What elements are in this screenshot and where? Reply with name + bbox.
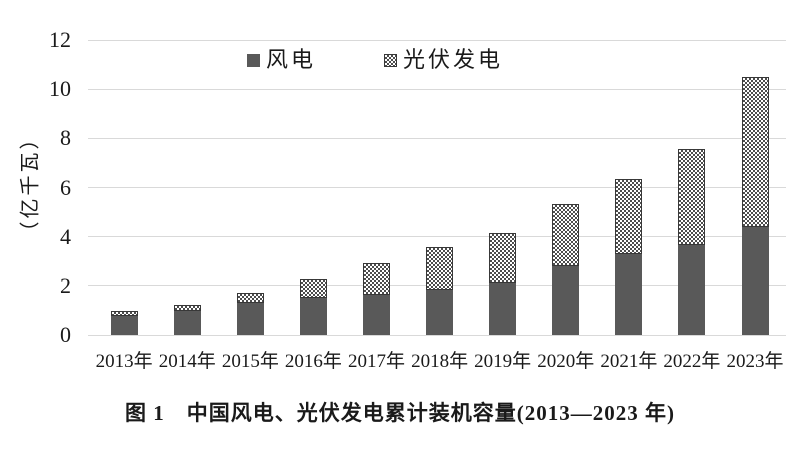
wind-bar-segment xyxy=(110,316,138,335)
y-tick-label: 8 xyxy=(60,125,71,151)
wind-bar-segment xyxy=(741,226,769,335)
solar-bar-segment xyxy=(236,292,264,304)
y-tick-label: 4 xyxy=(60,223,71,249)
y-tick-label: 0 xyxy=(60,322,71,347)
gridline xyxy=(88,39,786,41)
gridline xyxy=(88,137,786,139)
wind-bar-segment xyxy=(552,265,580,335)
gridline xyxy=(88,88,786,90)
legend-item-solar: 光伏发电 xyxy=(384,47,503,73)
solar-legend-label: 光伏发电 xyxy=(403,47,504,72)
x-tick-label: 2021年 xyxy=(600,351,658,372)
gridline xyxy=(88,187,786,188)
wind-bar-segment xyxy=(489,283,517,335)
x-tick-label: 2013年 xyxy=(95,351,153,372)
wind-bar-segment xyxy=(299,298,327,335)
wind-bar-segment xyxy=(678,245,706,335)
solar-bar-segment xyxy=(489,233,517,284)
gridline xyxy=(88,236,786,238)
solar-bar-segment xyxy=(741,76,769,227)
x-tick-label: 2022年 xyxy=(663,351,721,372)
x-tick-label: 2020年 xyxy=(537,351,595,372)
wind-legend-label: 风电 xyxy=(266,47,317,72)
solar-bar-segment xyxy=(299,279,327,299)
x-tick-label: 2014年 xyxy=(158,351,216,372)
wind-swatch-icon xyxy=(247,53,260,67)
solar-bar-segment xyxy=(426,246,454,290)
solar-swatch-icon xyxy=(384,53,398,67)
gridline xyxy=(88,334,786,336)
solar-bar-segment xyxy=(678,148,706,246)
solar-bar-segment xyxy=(615,179,643,255)
solar-bar-segment xyxy=(363,262,391,295)
x-tick-label: 2017年 xyxy=(348,351,406,372)
y-tick-label: 12 xyxy=(49,27,71,52)
x-tick-label: 2018年 xyxy=(411,351,469,372)
x-tick-label: 2015年 xyxy=(221,351,279,372)
wind-bar-segment xyxy=(173,311,201,335)
wind-bar-segment xyxy=(363,294,391,335)
solar-bar-segment xyxy=(173,304,201,312)
x-tick-label: 2023年 xyxy=(726,351,784,372)
x-tick-label: 2016年 xyxy=(284,351,342,372)
x-tick-label: 2019年 xyxy=(474,351,532,372)
solar-bar-segment xyxy=(110,311,138,317)
y-tick-label: 2 xyxy=(60,272,71,298)
y-tick-label: 6 xyxy=(60,174,71,200)
wind-bar-segment xyxy=(236,303,264,335)
solar-bar-segment xyxy=(552,203,580,266)
figure-caption: 图 1 中国风电、光伏发电累计装机容量(2013—2023 年) xyxy=(125,401,675,425)
legend-item-wind: 风电 xyxy=(247,47,316,73)
wind-bar-segment xyxy=(426,289,454,335)
chart-legend: 风电 光伏发电 xyxy=(247,47,503,73)
wind-bar-segment xyxy=(615,254,643,335)
y-tick-label: 10 xyxy=(49,76,71,102)
